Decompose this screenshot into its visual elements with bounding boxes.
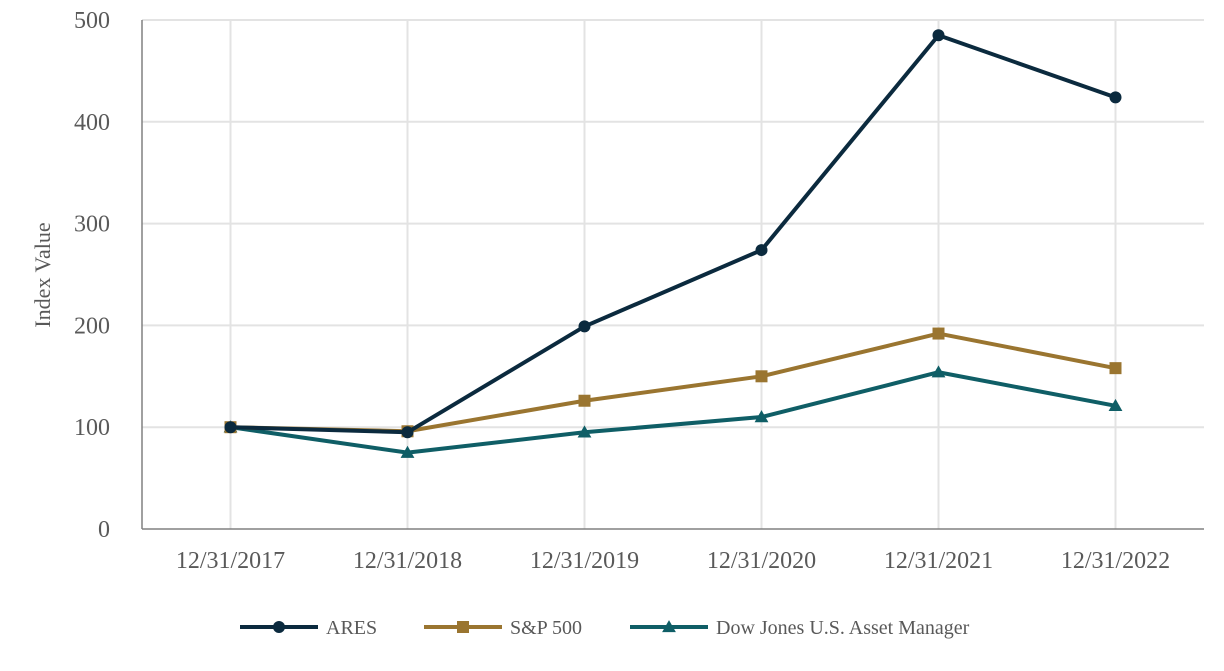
data-point-triangle <box>931 365 946 378</box>
data-point-square <box>932 327 945 340</box>
y-tick-label: 400 <box>74 110 110 136</box>
axes <box>141 20 1204 530</box>
data-point-square <box>457 621 469 633</box>
x-tick-label: 12/31/2017 <box>176 548 285 574</box>
x-tick-label: 12/31/2020 <box>707 548 816 574</box>
x-tick-labels: 12/31/2017 12/31/2018 12/31/2019 12/31/2020… <box>176 548 1170 574</box>
y-tick-label: 100 <box>74 415 110 441</box>
data-point-triangle <box>400 445 415 458</box>
data-point-circle <box>224 421 237 434</box>
data-point-square <box>755 370 768 383</box>
data-point-triangle <box>577 425 592 438</box>
y-tick-label: 0 <box>98 517 110 543</box>
legend-item: ARES <box>240 617 377 639</box>
data-point-circle <box>273 621 285 633</box>
data-point-circle <box>578 320 591 333</box>
y-tick-label: 500 <box>74 8 110 34</box>
data-point-square <box>578 394 591 407</box>
gridlines <box>142 19 1204 529</box>
data-point-circle <box>932 29 945 42</box>
data-point-square <box>1109 362 1122 375</box>
series-line <box>230 370 1116 455</box>
x-tick-label: 12/31/2022 <box>1061 548 1170 574</box>
legend-label: S&P 500 <box>510 617 582 639</box>
data-point-circle <box>1109 91 1122 104</box>
legend: ARES S&P 500 Dow Jones U.S. Asset Manager <box>240 617 970 639</box>
series-line <box>230 33 1117 435</box>
legend-item: Dow Jones U.S. Asset Manager <box>630 617 970 639</box>
legend-item: S&P 500 <box>424 617 582 639</box>
y-tick-label: 200 <box>74 313 110 339</box>
series-lines <box>223 29 1123 458</box>
y-axis-title: Index Value <box>30 222 55 327</box>
x-tick-label: 12/31/2019 <box>530 548 639 574</box>
legend-label: ARES <box>326 617 377 639</box>
x-tick-label: 12/31/2021 <box>884 548 993 574</box>
legend-label: Dow Jones U.S. Asset Manager <box>716 617 970 639</box>
series-dow-jones-u-s-asset-manager <box>223 365 1123 458</box>
data-point-triangle <box>1108 398 1123 411</box>
data-point-triangle <box>662 620 676 633</box>
data-point-circle <box>401 426 414 439</box>
y-tick-labels: 0 100 200 300 400 500 <box>74 8 110 543</box>
x-tick-label: 12/31/2018 <box>353 548 462 574</box>
data-point-triangle <box>754 410 769 423</box>
y-tick-label: 300 <box>74 212 110 238</box>
data-point-circle <box>755 244 768 257</box>
series-ares <box>224 29 1122 439</box>
